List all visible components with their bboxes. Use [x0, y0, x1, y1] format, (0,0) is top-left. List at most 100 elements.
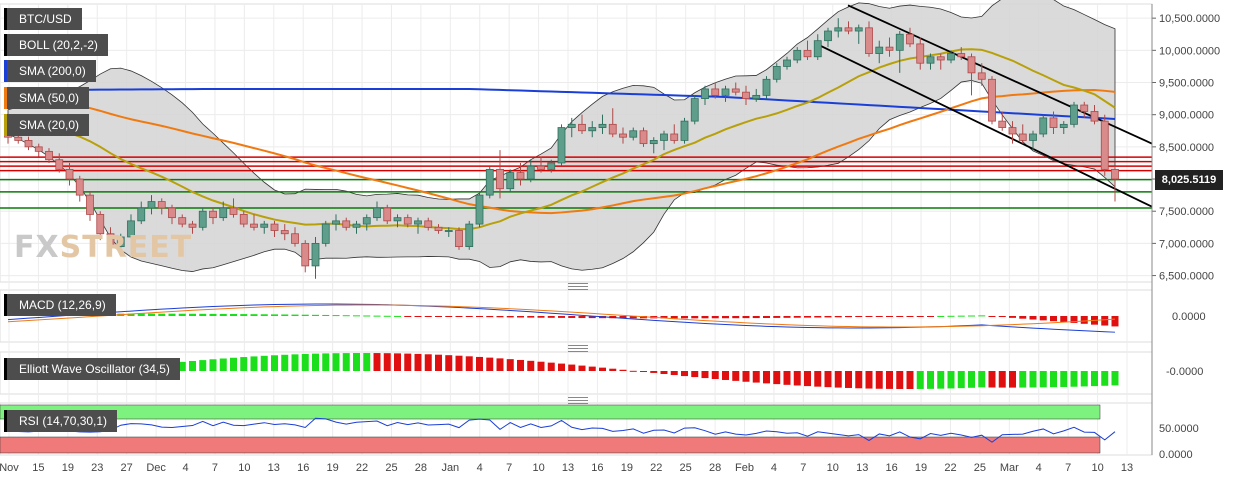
candle-body: [229, 207, 238, 215]
candle-body: [219, 207, 228, 219]
candle-body: [24, 140, 33, 148]
ewo-histogram-bar: [301, 353, 309, 371]
candle-body: [1059, 123, 1068, 128]
macd-histogram-bar: [230, 314, 237, 316]
candle-body: [865, 27, 873, 54]
ewo-histogram-bar: [865, 371, 873, 389]
macd-histogram-bar: [127, 313, 135, 316]
ewo-histogram-bar: [322, 353, 330, 371]
macd-histogram-bar: [250, 314, 258, 316]
x-tick-label: 10: [532, 462, 544, 474]
ewo-label[interactable]: Elliott Wave Oscillator (34,5): [4, 358, 180, 380]
macd-histogram-bar: [1101, 316, 1109, 326]
trend-lines: [817, 4, 1153, 208]
candle-body: [936, 56, 945, 61]
macd-histogram-bar: [875, 316, 883, 317]
rsi-overbought-zone: [0, 404, 1101, 420]
ewo-histogram-bar: [517, 359, 524, 371]
x-tick-label: 16: [591, 462, 603, 474]
macd-histogram-bar: [312, 314, 319, 316]
ewo-histogram-bar: [1039, 371, 1047, 388]
candle-body: [1070, 104, 1078, 125]
candle-body: [475, 194, 484, 225]
candle-body: [793, 49, 802, 61]
macd-histogram-bar: [148, 313, 155, 316]
ewo-histogram-bar: [711, 371, 719, 380]
boll-label[interactable]: BOLL (20,2,-2): [4, 34, 108, 56]
ewo-histogram-bar: [568, 364, 576, 371]
macd-histogram-bar: [219, 313, 227, 316]
candle-body: [967, 56, 976, 74]
ewo-histogram-bar: [527, 360, 535, 371]
current-price-tag: 8,025.5119: [1155, 170, 1223, 190]
candle-body: [926, 56, 935, 64]
sma200-label[interactable]: SMA (200,0): [4, 60, 96, 82]
macd-histogram-bar: [414, 316, 422, 317]
ewo-histogram-bar: [363, 353, 371, 371]
ewo-histogram-bar: [752, 371, 760, 383]
ewo-histogram-bar: [414, 353, 422, 371]
sma50-label[interactable]: SMA (50,0): [4, 87, 90, 109]
x-tick-label: 19: [62, 462, 74, 474]
ewo-histogram-bar: [773, 371, 781, 385]
x-tick-label: Mar: [1000, 462, 1019, 474]
pane-resize-handle[interactable]: [568, 397, 588, 404]
candle-body: [168, 207, 176, 219]
sma20-label[interactable]: SMA (20,0): [4, 114, 90, 136]
macd-histogram-bar: [968, 315, 975, 317]
symbol-label[interactable]: BTC/USD: [4, 8, 82, 30]
macd-histogram-bar: [947, 315, 955, 317]
ewo-histogram-bar: [906, 371, 914, 389]
x-tick-label: 23: [91, 462, 103, 474]
macd-histogram-bar: [527, 316, 535, 318]
candle-body: [332, 220, 340, 225]
x-tick-label: 15: [32, 462, 44, 474]
macd-histogram-bar: [291, 314, 299, 316]
ewo-histogram-bar: [896, 371, 904, 389]
macd-histogram-bar: [383, 315, 391, 317]
candle-body: [731, 88, 740, 93]
x-tick-label: Jan: [441, 462, 459, 474]
rsi-line: [7, 417, 1116, 443]
macd-label[interactable]: MACD (12,26,9): [4, 294, 116, 316]
candle-body: [34, 146, 43, 152]
candle-body: [280, 230, 289, 235]
macd-histogram-bar: [1019, 316, 1027, 319]
candle-body: [444, 230, 453, 232]
macd-histogram-bar: [814, 316, 822, 318]
y-tick-label: 10,500.0000: [1159, 13, 1220, 25]
candle-body: [813, 40, 822, 58]
ewo-histogram-bar: [1060, 371, 1068, 387]
macd-histogram-bar: [834, 316, 842, 318]
pane-resize-handle[interactable]: [568, 345, 588, 352]
pane-resize-handle[interactable]: [568, 283, 588, 290]
macd-histogram-bar: [619, 316, 627, 319]
y-tick-label: 9,000.0000: [1159, 110, 1214, 122]
candle-body: [465, 223, 474, 248]
macd-histogram-bar: [178, 313, 186, 316]
ewo-histogram-bar: [209, 359, 217, 371]
macd-histogram-bar: [722, 316, 729, 319]
candle-body: [1080, 104, 1089, 112]
ewo-histogram-bar: [742, 371, 750, 382]
candle-body: [711, 88, 720, 96]
candle-body: [608, 123, 617, 135]
candle-body: [588, 127, 597, 132]
candle-body: [1039, 117, 1048, 135]
ewo-tick-label: -0.0000: [1166, 366, 1203, 378]
x-tick-label: 28: [415, 462, 427, 474]
ewo-histogram-bar: [609, 368, 617, 371]
candle-body: [639, 130, 648, 145]
ewo-histogram-bar: [1101, 371, 1109, 386]
candle-body: [619, 133, 627, 138]
macd-histogram-bar: [691, 316, 699, 319]
ewo-histogram-bar: [312, 353, 319, 371]
rsi-label[interactable]: RSI (14,70,30,1): [4, 410, 118, 432]
ewo-histogram-bar: [240, 357, 248, 371]
macd-histogram-bar: [1060, 316, 1068, 323]
macd-histogram-bar: [322, 314, 330, 316]
ewo-histogram-bar: [404, 353, 412, 371]
ewo-histogram-bar: [1091, 371, 1098, 387]
macd-histogram-bar: [568, 316, 576, 318]
